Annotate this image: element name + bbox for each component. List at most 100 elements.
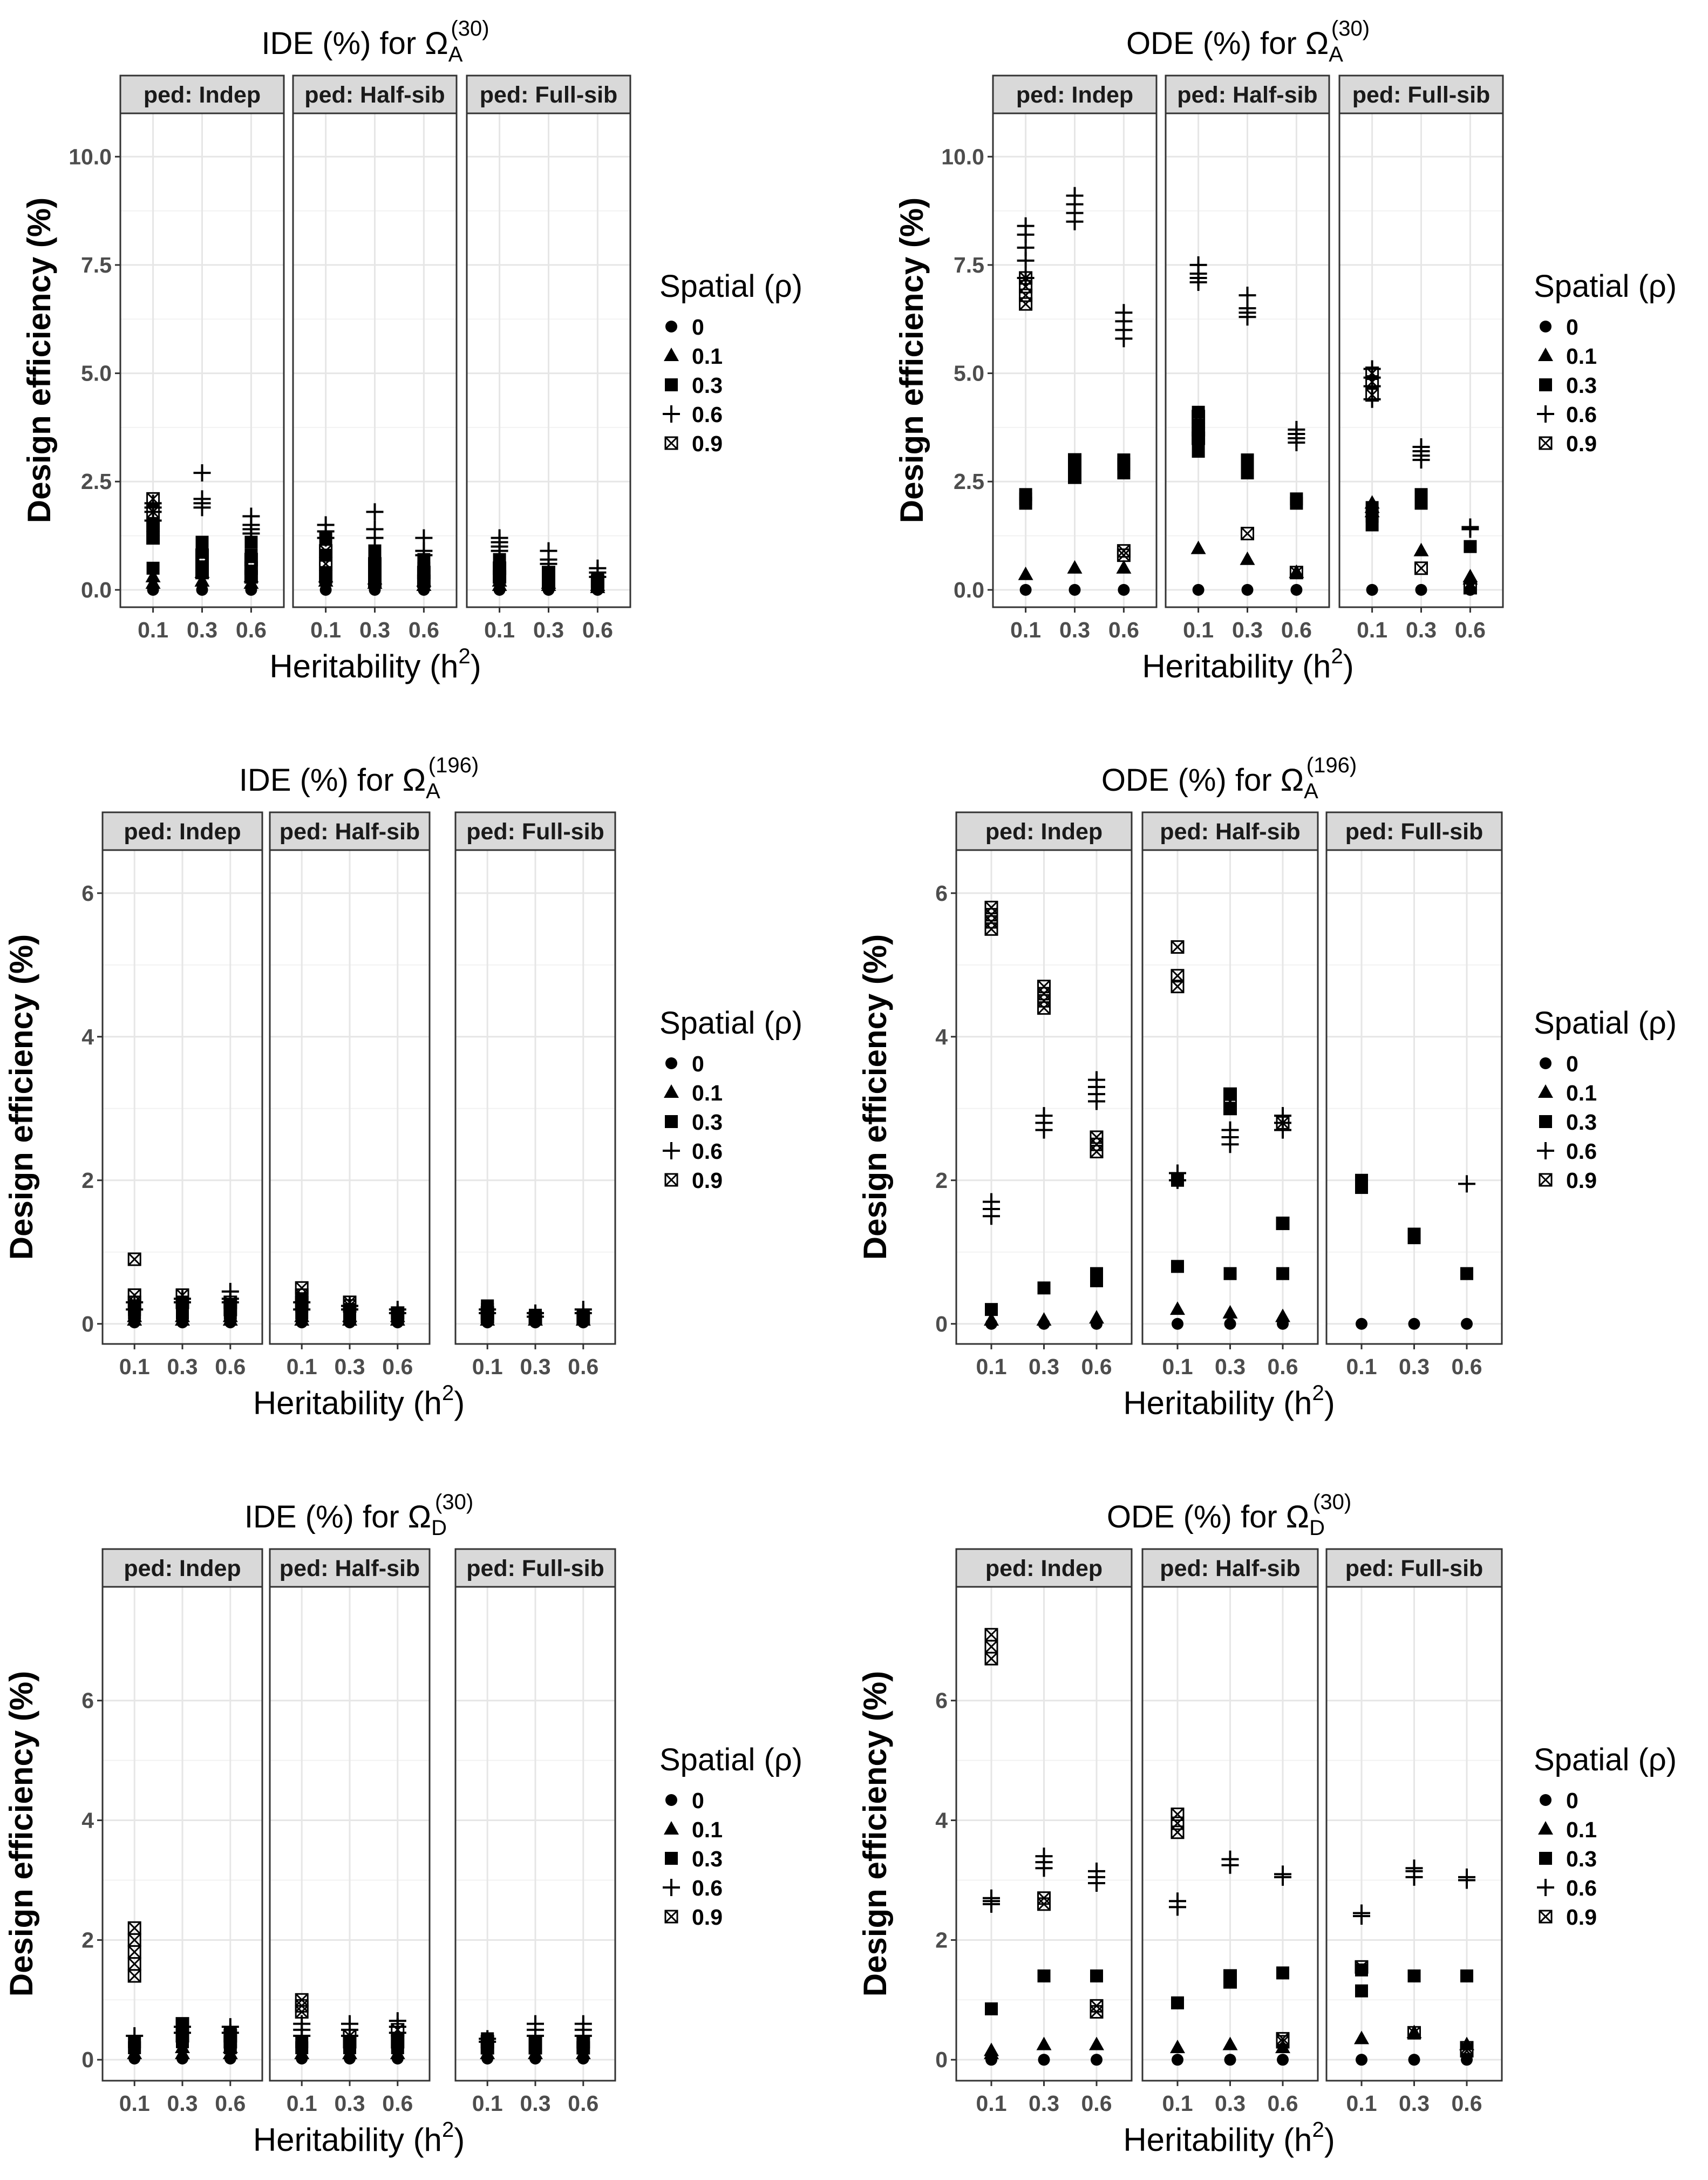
x-tick-label: 0.1	[1346, 1354, 1377, 1379]
x-tick-label: 0.1	[976, 1354, 1007, 1379]
x-tick-label: 0.1	[1346, 2091, 1377, 2116]
legend-key-boxed-x-marker	[1539, 1910, 1553, 1924]
data-point-square-marker	[195, 535, 209, 549]
x-tick-label: 0.3	[533, 617, 564, 642]
x-axis-label: Heritability (h2)	[269, 644, 481, 684]
facet-strip-label: ped: Indep	[985, 1556, 1103, 1581]
x-tick-label: 0.1	[1183, 617, 1214, 642]
x-tick-label: 0.6	[1281, 617, 1312, 642]
facet-strip-label: ped: Half-sib	[304, 82, 445, 108]
legend-label: 0	[692, 1051, 704, 1076]
legend: Spatial (ρ) 0 0.1 0.3 0.6 0.9	[1534, 269, 1677, 456]
legend-key-boxed-x-marker	[664, 1173, 678, 1187]
x-tick-label: 0.1	[976, 2091, 1007, 2116]
legend-key-plus-marker	[1536, 1141, 1555, 1160]
y-tick-label: 7.5	[954, 253, 984, 277]
x-tick-label: 0.3	[335, 2091, 365, 2116]
x-tick-label: 0.3	[1406, 617, 1437, 642]
legend-key-triangle-marker	[664, 1821, 679, 1835]
y-tick-label: 0.0	[81, 578, 112, 602]
y-tick-label: 5.0	[81, 361, 112, 386]
y-tick-label: 2	[81, 1927, 94, 1952]
legend-label: 0.9	[1566, 431, 1597, 456]
data-point-circle-marker	[1118, 583, 1130, 596]
x-tick-label: 0.1	[472, 1354, 503, 1379]
x-tick-label: 0.6	[568, 2091, 598, 2116]
facet-strip-label: ped: Half-sib	[1160, 1556, 1300, 1581]
facet-strip-label: ped: Indep	[124, 1556, 241, 1581]
legend-label: 0.6	[1566, 1139, 1597, 1164]
x-tick-label: 0.3	[1059, 617, 1090, 642]
legend: Spatial (ρ) 0 0.1 0.3 0.6 0.9	[659, 1006, 802, 1193]
facet-strip	[454, 1548, 616, 1588]
data-point-circle-marker	[1356, 1317, 1367, 1330]
data-point-square-marker	[1192, 445, 1205, 458]
facet-panel: ped: Indep 0.1 0.3 0.6	[955, 811, 1133, 1379]
legend-label: 0	[692, 1788, 704, 1813]
legend-title: Spatial (ρ)	[1534, 269, 1677, 304]
facet-panel: ped: Full-sib 0.1 0.3 0.6	[1325, 811, 1503, 1379]
facet-strip	[269, 811, 431, 851]
x-tick-label: 0.6	[215, 2091, 246, 2116]
facet-strip-label: ped: Half-sib	[280, 1556, 420, 1581]
facet-panel: ped: Indep 0.1 0.3 0.6	[992, 74, 1158, 642]
facet-strip	[1141, 811, 1319, 851]
legend-key-triangle-marker	[664, 1084, 679, 1098]
data-point-square-marker	[985, 2002, 998, 2015]
x-tick-label: 0.1	[138, 617, 168, 642]
legend-key-circle-marker	[665, 1057, 677, 1069]
facet-strip-label: ped: Indep	[124, 819, 241, 845]
data-point-square-marker	[1460, 1969, 1473, 1982]
chart-1: IDE (%) for ΩA(30) Design efficiency (%) 0…	[21, 17, 802, 684]
data-point-circle-marker	[1408, 2054, 1420, 2066]
data-point-square-marker	[1464, 540, 1477, 553]
y-tick-label: 0	[81, 2047, 94, 2072]
facet-strip	[466, 74, 631, 114]
legend-label: 0.9	[692, 1905, 723, 1930]
x-tick-label: 0.3	[1029, 2091, 1059, 2116]
legend-label: 0.1	[1566, 344, 1597, 369]
legend-label: 0.3	[1566, 1846, 1597, 1871]
legend-key-boxed-x-marker	[1539, 436, 1553, 450]
facet-panel: ped: Full-sib 0.1 0.3 0.6	[1338, 74, 1504, 642]
legend-key-plus-marker	[1536, 404, 1555, 424]
facet-strip	[955, 1548, 1133, 1588]
y-tick-label: 0	[935, 2047, 948, 2072]
legend-label: 0.9	[1566, 1905, 1597, 1930]
legend-key-triangle-marker	[1538, 1821, 1553, 1835]
facet-panel: ped: Half-sib 0.1 0.3 0.6	[269, 811, 431, 1379]
x-tick-label: 0.3	[1029, 1354, 1059, 1379]
x-tick-label: 0.3	[520, 2091, 551, 2116]
legend: Spatial (ρ) 0 0.1 0.3 0.6 0.9	[1534, 1742, 1677, 1930]
x-tick-label: 0.6	[1081, 2091, 1112, 2116]
y-tick-label: 4	[935, 1808, 948, 1833]
data-point-circle-marker	[1356, 2054, 1367, 2066]
x-tick-label: 0.1	[472, 2091, 503, 2116]
legend-key-boxed-x-marker	[1539, 1173, 1553, 1187]
data-point-circle-marker	[1241, 583, 1254, 596]
data-point-square-marker	[1241, 453, 1254, 467]
x-tick-label: 0.1	[287, 1354, 317, 1379]
data-point-square-marker	[985, 1303, 998, 1316]
legend-label: 0.3	[1566, 373, 1597, 398]
facet-strip	[454, 811, 616, 851]
legend-label: 0.9	[692, 431, 723, 456]
y-tick-label: 0	[935, 1312, 948, 1336]
x-tick-label: 0.3	[167, 1354, 198, 1379]
chart-title: IDE (%) for ΩA(30)	[261, 17, 489, 66]
data-point-circle-marker	[1069, 583, 1081, 596]
x-tick-label: 0.1	[1162, 1354, 1193, 1379]
data-point-circle-marker	[1224, 1317, 1236, 1330]
legend-label: 0	[692, 315, 704, 339]
data-point-square-marker	[1117, 453, 1131, 467]
chart-title: ODE (%) for ΩA(30)	[1126, 17, 1370, 66]
data-point-square-marker	[1171, 1260, 1184, 1273]
x-tick-label: 0.3	[187, 617, 217, 642]
legend-key-boxed-x-marker	[664, 436, 678, 450]
legend-label: 0.3	[692, 373, 723, 398]
x-tick-label: 0.1	[1162, 2091, 1193, 2116]
legend-key-circle-marker	[665, 1794, 677, 1806]
legend-title: Spatial (ρ)	[659, 1742, 802, 1777]
data-point-square-marker	[1365, 501, 1379, 514]
y-tick-label: 4	[81, 1024, 94, 1049]
